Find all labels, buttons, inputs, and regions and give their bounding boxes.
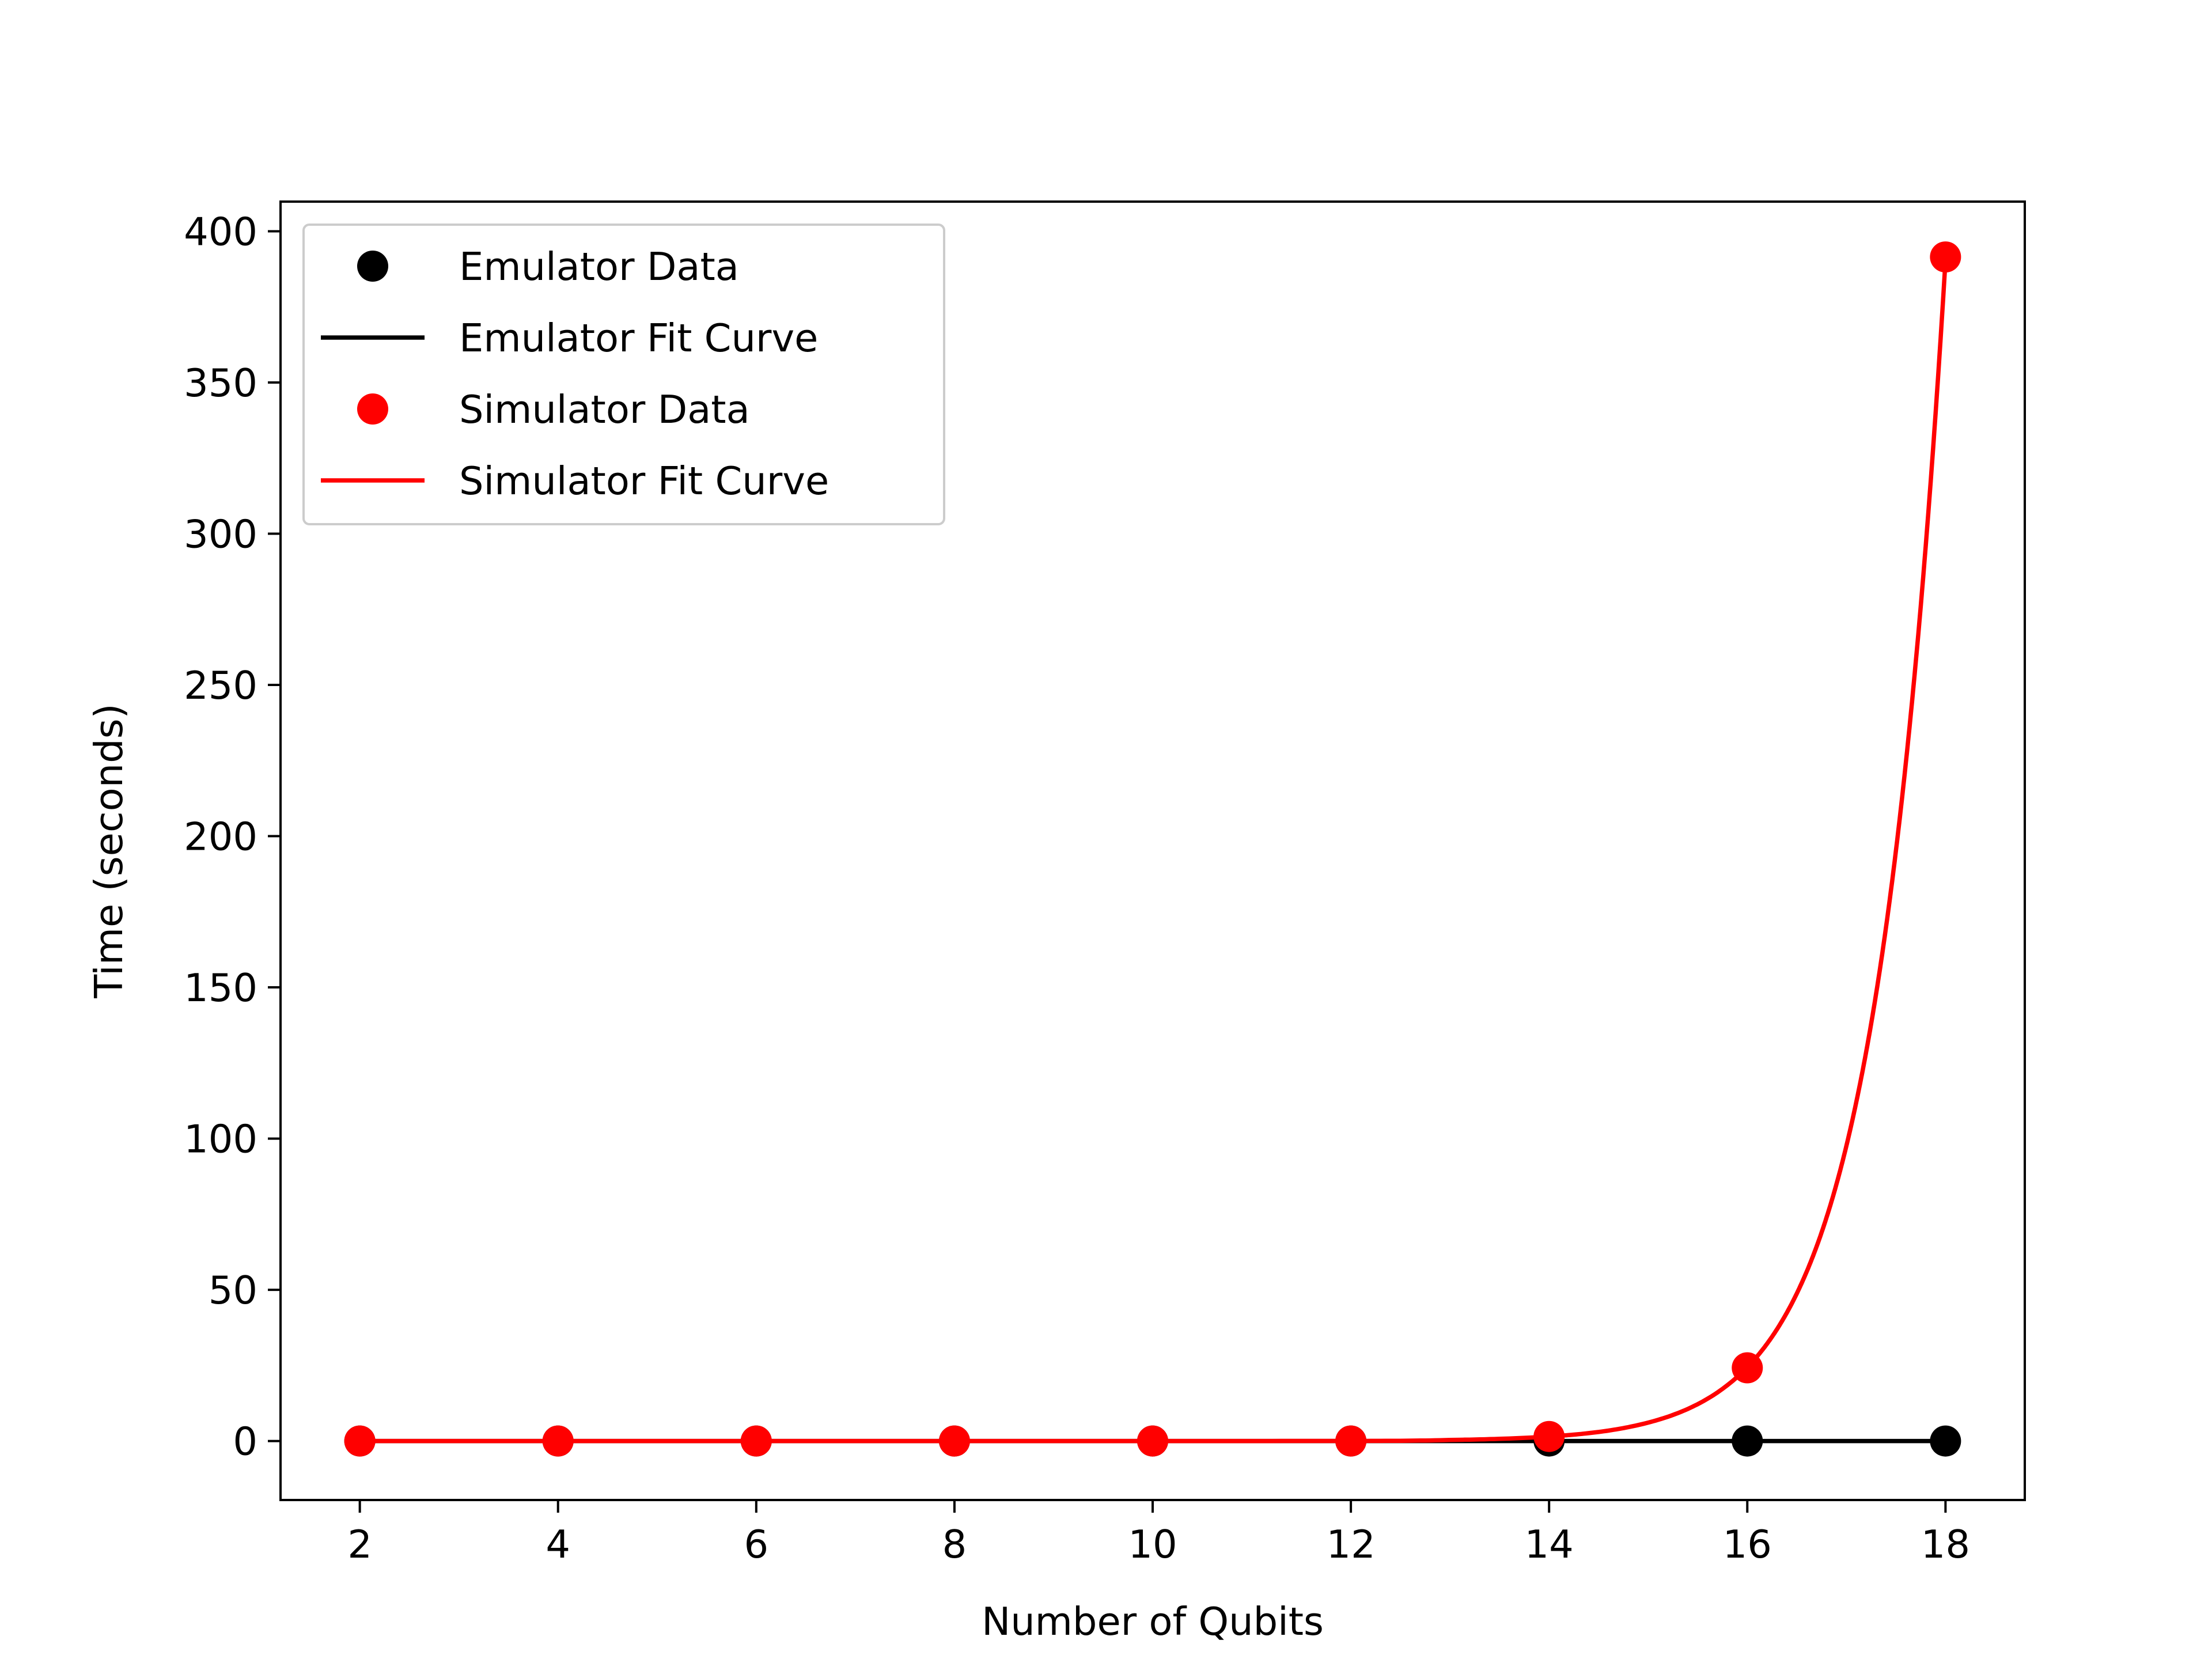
y-tick-label: 350 xyxy=(184,361,257,406)
legend-label: Simulator Data xyxy=(459,387,750,432)
legend-item-simulator-fit-curve: Simulator Fit Curve xyxy=(321,459,829,503)
legend: Emulator Data Emulator Fit Curve Simulator… xyxy=(302,224,945,525)
x-tick-label: 12 xyxy=(1326,1522,1375,1567)
y-tick-label: 250 xyxy=(184,663,257,708)
x-tick-label: 10 xyxy=(1128,1522,1177,1567)
y-tick-label: 0 xyxy=(233,1419,257,1464)
y-tick-label: 150 xyxy=(184,965,257,1010)
y-tick-label: 400 xyxy=(184,209,257,254)
x-tick-label: 18 xyxy=(1921,1522,1970,1567)
y-tick-label: 100 xyxy=(184,1117,257,1162)
legend-marker-swatch xyxy=(357,393,388,425)
y-axis-label: Time (seconds) xyxy=(86,703,131,998)
y-axis-ticks: 0 50 100 150 200 250 300 350 400 xyxy=(184,209,281,1464)
legend-marker-swatch xyxy=(357,251,388,282)
x-tick-label: 16 xyxy=(1723,1522,1772,1567)
series-layer xyxy=(344,241,1961,1457)
x-tick-label: 4 xyxy=(546,1522,570,1567)
legend-label: Emulator Fit Curve xyxy=(459,316,818,361)
x-tick-label: 8 xyxy=(942,1522,967,1567)
simulator-fit-curve-series xyxy=(357,257,1948,1444)
simulator-data-point xyxy=(1930,241,1961,273)
y-tick-label: 200 xyxy=(184,815,257,859)
simulator-fit-curve-line xyxy=(357,257,1948,1444)
y-tick-label: 50 xyxy=(209,1268,257,1313)
legend-label: Simulator Fit Curve xyxy=(459,459,829,503)
legend-item-emulator-data: Emulator Data xyxy=(357,244,739,289)
legend-item-simulator-data: Simulator Data xyxy=(357,387,750,432)
x-tick-label: 2 xyxy=(347,1522,372,1567)
legend-label: Emulator Data xyxy=(459,244,739,289)
x-tick-label: 6 xyxy=(744,1522,768,1567)
x-tick-label: 14 xyxy=(1525,1522,1574,1567)
simulator-data-series xyxy=(344,241,1961,1457)
legend-item-emulator-fit-curve: Emulator Fit Curve xyxy=(321,316,818,361)
legend-box xyxy=(302,224,945,525)
x-axis-label: Number of Qubits xyxy=(982,1599,1324,1644)
x-axis-ticks: 2 4 6 8 10 12 14 16 18 xyxy=(347,1500,1970,1567)
y-tick-label: 300 xyxy=(184,512,257,556)
